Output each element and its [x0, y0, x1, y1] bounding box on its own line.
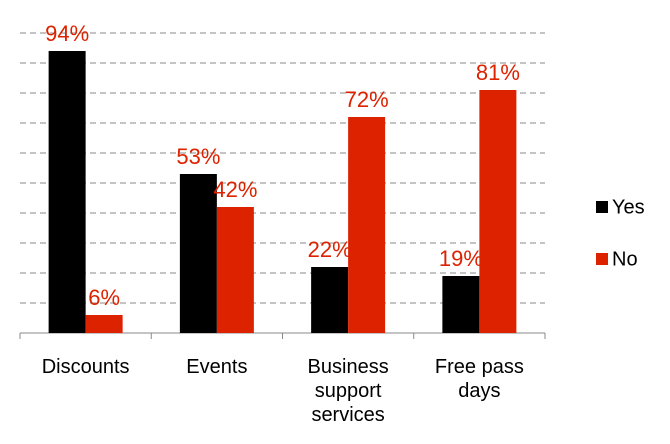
bar	[179, 174, 217, 333]
legend-swatch	[596, 253, 608, 265]
data-label: 42%	[213, 177, 257, 202]
bar	[442, 276, 480, 333]
data-label: 53%	[176, 144, 220, 169]
bar	[85, 315, 123, 333]
bar	[216, 207, 254, 333]
bar	[479, 90, 517, 333]
data-label: 81%	[476, 60, 520, 85]
legend-label: Yes	[612, 196, 645, 218]
data-label: 72%	[345, 87, 389, 112]
data-label: 94%	[45, 21, 89, 46]
bar	[348, 117, 386, 333]
data-label: 6%	[88, 285, 120, 310]
x-tick-label: Business support services	[307, 356, 389, 426]
legend-label: No	[612, 248, 638, 270]
bar	[311, 267, 349, 333]
x-tick-label: Events	[186, 356, 248, 378]
data-label: 22%	[308, 237, 352, 262]
x-tick-label: Free pass days	[434, 356, 524, 402]
legend-swatch	[596, 201, 608, 213]
bar	[48, 51, 86, 333]
x-tick-label: Discounts	[41, 356, 130, 378]
data-label: 19%	[439, 246, 483, 271]
